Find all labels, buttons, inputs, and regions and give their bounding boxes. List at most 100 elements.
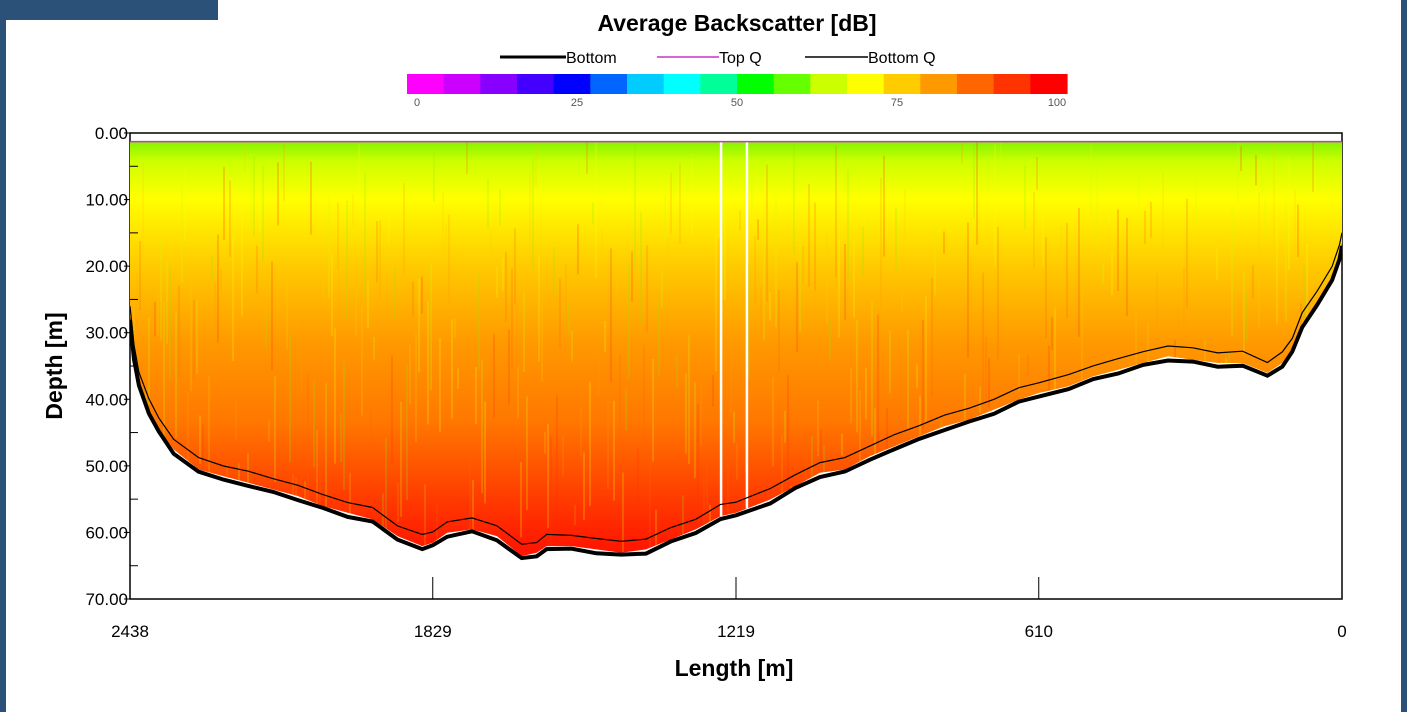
backscatter-streak	[658, 300, 660, 377]
backscatter-streak	[997, 226, 999, 360]
backscatter-streak	[208, 376, 210, 486]
x-tick-label: 0	[1337, 622, 1346, 641]
colorbar-tick-label: 25	[571, 97, 583, 109]
backscatter-streak	[826, 229, 828, 325]
backscatter-streak	[796, 262, 798, 352]
backscatter-streak	[1273, 143, 1275, 247]
backscatter-streak	[769, 292, 771, 321]
legend-label-bottom-q: Bottom Q	[868, 50, 936, 67]
backscatter-streak	[970, 217, 972, 246]
colorbar-swatch	[480, 74, 518, 94]
backscatter-streak	[529, 172, 531, 280]
backscatter-streak	[712, 375, 714, 407]
backscatter-streak	[856, 320, 858, 433]
backscatter-streak	[292, 474, 294, 510]
backscatter-streak	[154, 301, 156, 337]
backscatter-streak	[424, 484, 426, 557]
colorbar	[407, 74, 1068, 94]
backscatter-streak	[700, 383, 702, 446]
backscatter-streak	[688, 334, 690, 465]
backscatter-streak	[223, 166, 225, 240]
backscatter-streak	[742, 251, 744, 286]
backscatter-streak	[409, 344, 411, 405]
backscatter-streak	[877, 314, 879, 454]
backscatter-streak	[1054, 308, 1056, 447]
backscatter-streak	[262, 165, 264, 261]
backscatter-streak	[802, 245, 804, 283]
backscatter-streak	[814, 202, 816, 291]
backscatter-streak	[583, 452, 585, 521]
colorbar-tick-label: 0	[414, 97, 420, 109]
backscatter-streak	[988, 358, 990, 409]
backscatter-streak	[880, 177, 882, 308]
backscatter-streak	[1144, 211, 1146, 245]
chart-frame: Average Backscatter [dB] Bottom Top Q Bo…	[6, 0, 1401, 712]
backscatter-streak	[487, 179, 489, 229]
backscatter-streak	[838, 200, 840, 338]
backscatter-streak	[994, 144, 996, 267]
y-tick-label: 30.00	[85, 324, 128, 343]
backscatter-streak	[535, 141, 537, 188]
backscatter-streak	[1276, 206, 1278, 325]
backscatter-streak	[301, 322, 303, 392]
backscatter-streak	[457, 368, 459, 389]
backscatter-streak	[1294, 189, 1296, 280]
backscatter-streak	[442, 192, 444, 269]
backscatter-streak	[793, 142, 795, 253]
backscatter-streak	[514, 228, 516, 305]
backscatter-streak	[259, 195, 261, 232]
backscatter-streak	[1288, 156, 1290, 270]
backscatter-streak	[595, 141, 597, 279]
backscatter-streak	[544, 431, 546, 454]
backscatter-streak	[619, 354, 621, 466]
backscatter-streak	[538, 254, 540, 362]
backscatter-streak	[427, 300, 429, 425]
backscatter-streak	[499, 188, 501, 227]
backscatter-streak	[436, 504, 438, 557]
backscatter-streak	[547, 424, 549, 529]
backscatter-streak	[370, 409, 372, 446]
backscatter-streak	[1102, 262, 1104, 285]
backscatter-streak	[229, 180, 231, 257]
backscatter-streak	[403, 183, 405, 274]
backscatter-streak	[271, 261, 273, 371]
backscatter-streak	[739, 210, 741, 231]
colorbar-swatch	[920, 74, 958, 94]
backscatter-streak	[751, 177, 753, 213]
backscatter-streak	[589, 381, 591, 506]
backscatter-streak	[373, 336, 375, 361]
colorbar-swatch	[590, 74, 628, 94]
backscatter-streak	[1126, 217, 1128, 316]
backscatter-streak	[325, 383, 327, 523]
backscatter-streak	[526, 396, 528, 510]
bottom-line	[130, 245, 1342, 561]
backscatter-streak	[643, 345, 645, 450]
backscatter-streak	[916, 364, 918, 388]
backscatter-streak	[1258, 192, 1260, 329]
backscatter-streak	[1090, 141, 1092, 215]
backscatter-streak	[715, 233, 717, 372]
backscatter-streak	[640, 212, 642, 324]
y-tick-label: 70.00	[85, 590, 128, 609]
backscatter-streak	[496, 267, 498, 298]
backscatter-streak	[1162, 172, 1164, 251]
backscatter-streak	[1000, 141, 1002, 172]
backscatter-streak	[316, 430, 318, 541]
backscatter-streak	[241, 197, 243, 317]
colorbar-tick-label: 75	[891, 97, 903, 109]
backscatter-streak	[166, 258, 168, 345]
window-corner-tab	[6, 0, 218, 20]
backscatter-streak	[250, 152, 252, 233]
backscatter-streak	[451, 319, 453, 420]
backscatter-streak	[394, 267, 396, 321]
backscatter-streak	[919, 395, 921, 447]
backscatter-streak	[601, 229, 603, 264]
y-axis: 0.00 10.00 20.00 30.00 40.00 50.00 60.00 70.00	[85, 124, 138, 609]
backscatter-streak	[613, 400, 615, 501]
backscatter-streak	[163, 302, 165, 441]
backscatter-streak	[607, 401, 609, 489]
backscatter-streak	[475, 366, 477, 425]
backscatter-streak	[382, 493, 384, 557]
backscatter-streak	[850, 368, 852, 424]
backscatter-streak	[454, 318, 456, 339]
